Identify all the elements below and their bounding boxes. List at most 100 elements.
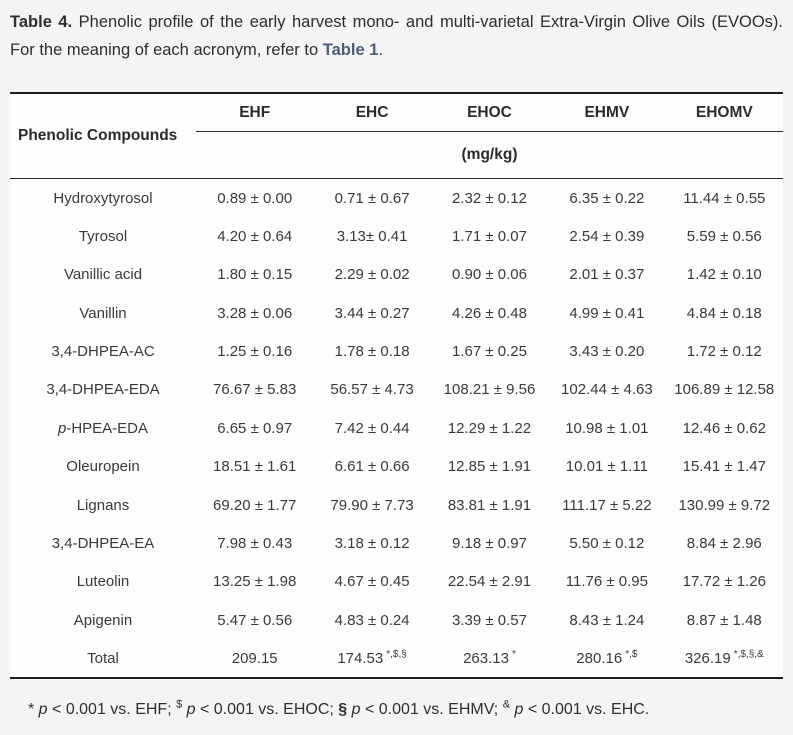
value-cell: 2.01 ± 0.37 [569,266,645,284]
value-cell: 12.85 ± 1.91 [447,458,532,476]
column-header-phenolic-compounds: Phenolic Compounds [10,92,196,180]
value-cell: 10.98 ± 1.01 [565,419,649,437]
value-cell: 0.89 ± 0.00 [217,189,293,207]
column-header-row: Phenolic Compounds EHF EHC EHOC EHMV EHOMV [10,92,783,180]
value-cell: 9.18 ± 0.97 [451,534,527,552]
column-header-ehomv: EHOMV [665,92,783,133]
value-cell: 1.42 ± 0.10 [686,266,762,284]
value-cell: 1.71 ± 0.07 [451,227,527,245]
table-1-link[interactable]: Table 1 [322,41,379,60]
compound-italic-prefix: p [57,419,67,437]
value-cell: 3.28 ± 0.06 [217,304,293,322]
table-row: 3,4-DHPEA-EDA 76.67 ± 5.83 56.57 ± 4.73 108… [10,371,783,409]
value-cell: 1.78 ± 0.18 [334,343,410,360]
value-cell: 3.39 ± 0.57 [451,611,527,629]
value-cell: 8.87 ± 1.48 [686,611,762,629]
value-cell: 2.54 ± 0.39 [569,227,645,245]
table-row: Vanillin 3.28 ± 0.06 3.44 ± 0.27 4.26 ± 0.4… [10,294,783,332]
value-cell: 11.44 ± 0.55 [683,189,766,207]
value-cell: 2.29 ± 0.02 [334,266,410,284]
table-row: Luteolin 13.25 ± 1.98 4.67 ± 0.45 22.54 ± 2… [10,563,783,601]
footnote-segment: < 0.001 vs. EHC. [523,700,650,718]
value-cell: 130.99 ± 9.72 [678,496,771,514]
significance-superscript: *,$,§ [386,648,407,660]
footnote-segment: < 0.001 vs. EHF; [47,700,177,718]
value-cell: 6.65 ± 0.97 [217,419,293,437]
compound-name: Hydroxytyrosol [53,189,153,207]
compound-name: Luteolin [76,573,130,591]
value-cell: 1.25 ± 0.16 [217,343,293,360]
table-row: p-HPEA-EDA 6.65 ± 0.97 7.42 ± 0.44 12.29 ± … [10,409,783,447]
compound-name: Vanillin [79,304,127,322]
total-value-cell: 174.53 *,$,§ [337,648,407,667]
table-footnote: * p < 0.001 vs. EHF; $ p < 0.001 vs. EHO… [10,698,783,719]
table-row: 3,4-DHPEA-AC 1.25 ± 0.16 1.78 ± 0.18 1.67 ±… [10,332,783,370]
footnote-segment: * [28,700,39,718]
value-cell: 3.44 ± 0.27 [334,304,410,322]
value-cell: 79.90 ± 7.73 [330,496,414,514]
footnote-segment: p [38,700,48,718]
total-value-cell: 263.13 * [463,648,516,667]
compound-name: Apigenin [73,611,133,629]
column-header-ehoc: EHOC [430,92,549,133]
unit-label: (mg/kg) [196,131,783,180]
value-cell: 108.21 ± 9.56 [443,381,536,399]
total-value-cell: 209.15 [231,649,278,667]
value-cell: 111.17 ± 5.22 [562,496,652,514]
significance-superscript: * [511,648,516,660]
table-row: Tyrosol 4.20 ± 0.64 3.13± 0.41 1.71 ± 0.07 2… [10,217,783,255]
footnote-segment: & [502,698,511,711]
value-cell: 4.67 ± 0.45 [334,573,410,591]
value-cell: 69.20 ± 1.77 [213,496,297,514]
column-header-ehc: EHC [313,92,431,133]
value-cell: 106.89 ± 12.58 [674,381,775,399]
value-cell: 56.57 ± 4.73 [330,381,414,399]
table-caption: Table 4. Phenolic profile of the early h… [10,8,783,65]
compound-name: p-HPEA-EDA [57,419,149,437]
value-cell: 0.90 ± 0.06 [451,266,527,284]
value-cell: 6.35 ± 0.22 [569,189,645,207]
significance-superscript: *,$,§,& [733,648,764,660]
total-row: Total 209.15 174.53 *,$,§ 263.13 * 280.16 *,$ 32… [10,639,783,677]
value-cell: 15.41 ± 1.47 [682,458,766,476]
value-cell: 0.71 ± 0.67 [334,189,410,207]
value-cell: 3.43 ± 0.20 [569,343,645,360]
value-cell: 1.67 ± 0.25 [451,343,527,360]
value-cell: 8.43 ± 1.24 [569,611,645,629]
value-cell: 5.59 ± 0.56 [686,227,762,245]
value-cell: 76.67 ± 5.83 [213,381,297,399]
value-cell: 11.76 ± 0.95 [565,573,648,591]
footnote-segment: < 0.001 vs. EHOC; [195,700,339,718]
value-cell: 102.44 ± 4.63 [561,381,653,399]
compound-name: Lignans [76,496,130,514]
value-cell: 17.72 ± 1.26 [682,573,766,591]
value-cell: 12.46 ± 0.62 [682,419,766,437]
value-cell: 1.72 ± 0.12 [686,343,762,360]
compound-name: Vanillic acid [63,266,143,284]
value-cell: 12.29 ± 1.22 [447,419,532,437]
compound-name: 3,4-DHPEA-AC [51,343,155,360]
footnote-segment: $ [176,698,183,711]
unit-row: (mg/kg) [10,131,783,180]
footnote-segment: p [351,700,361,718]
caption-period: . [378,41,383,60]
footnote-segment: p [514,700,524,718]
total-value-cell: 280.16 *,$ [576,648,638,667]
table-row: Lignans 69.20 ± 1.77 79.90 ± 7.73 83.81 ± 1… [10,486,783,524]
total-value-cell: 326.19 *,$,§,& [684,648,764,667]
compound-name: Oleuropein [66,458,140,476]
value-cell: 5.47 ± 0.56 [217,611,293,629]
value-cell: 3.13± 0.41 [336,227,408,245]
compound-name: 3,4-DHPEA-EDA [46,381,160,399]
value-cell: 1.80 ± 0.15 [217,266,293,284]
value-cell: 4.99 ± 0.41 [569,304,645,322]
compound-name: Tyrosol [78,227,128,245]
table-row: Oleuropein 18.51 ± 1.61 6.61 ± 0.66 12.85 ±… [10,447,783,485]
column-header-ehmv: EHMV [548,92,666,133]
table-row: Vanillic acid 1.80 ± 0.15 2.29 ± 0.02 0.90 … [10,256,783,294]
value-cell: 6.61 ± 0.66 [334,458,410,476]
caption-table-number: Table 4. [10,13,73,31]
phenolic-profile-table: Phenolic Compounds EHF EHC EHOC EHMV EHOMV (… [10,91,783,679]
value-cell: 7.98 ± 0.43 [217,534,293,552]
caption-text: Phenolic profile of the early harvest mo… [10,13,783,60]
